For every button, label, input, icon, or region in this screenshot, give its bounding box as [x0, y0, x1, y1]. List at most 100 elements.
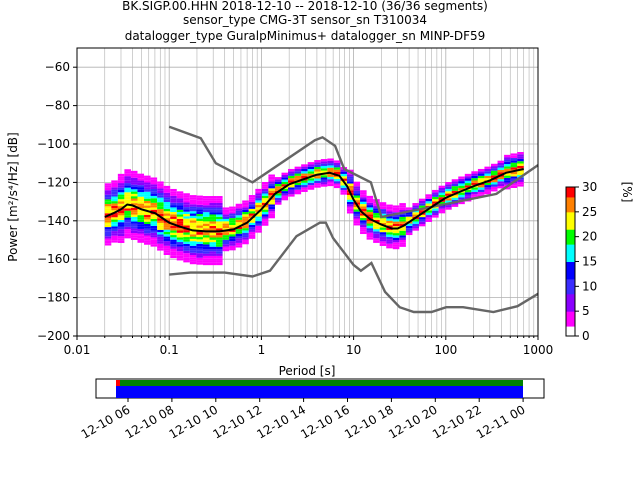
- density-cell: [399, 214, 406, 217]
- density-cell: [189, 218, 197, 221]
- density-cell: [301, 180, 308, 183]
- density-cell: [144, 217, 151, 220]
- density-cell: [163, 195, 171, 198]
- density-cell: [196, 253, 203, 256]
- density-cell: [202, 225, 210, 229]
- density-cell: [229, 241, 236, 244]
- density-cell: [346, 201, 354, 205]
- density-cell: [451, 186, 459, 189]
- density-cell: [432, 199, 439, 202]
- density-cell: [144, 196, 151, 199]
- density-cell: [333, 176, 341, 179]
- density-cell: [242, 200, 249, 203]
- x-tick-label: 0.1: [160, 343, 179, 357]
- density-cell: [294, 173, 302, 176]
- density-cell: [196, 239, 203, 242]
- density-cell: [268, 181, 275, 184]
- density-cell: [209, 212, 217, 215]
- density-cell: [229, 248, 236, 251]
- density-cell: [327, 158, 334, 161]
- density-cell: [255, 225, 262, 229]
- density-cell: [144, 189, 151, 192]
- density-cell: [373, 210, 380, 213]
- density-cell: [202, 216, 210, 220]
- density-cell: [366, 232, 374, 236]
- density-cell: [497, 183, 505, 187]
- density-cell: [353, 195, 361, 198]
- density-cell: [490, 182, 498, 185]
- density-cell: [261, 211, 269, 215]
- density-cell: [517, 179, 524, 182]
- density-cell: [490, 166, 498, 169]
- density-cell: [451, 181, 459, 184]
- density-cell: [117, 203, 125, 207]
- density-cell: [150, 237, 158, 240]
- density-cell: [111, 208, 118, 211]
- density-cell: [517, 172, 524, 176]
- density-cell: [163, 236, 171, 239]
- density-cell: [497, 160, 505, 163]
- density-cell: [386, 225, 393, 228]
- density-cell: [209, 207, 217, 210]
- density-cell: [157, 225, 164, 228]
- density-cell: [216, 244, 223, 247]
- density-cell: [202, 198, 210, 201]
- colorbar-segment: [566, 201, 575, 205]
- density-cell: [183, 197, 190, 201]
- density-cell: [405, 214, 413, 217]
- density-cell: [157, 209, 164, 212]
- density-cell: [163, 241, 171, 244]
- colorbar-segment: [566, 266, 575, 270]
- density-cell: [216, 262, 223, 266]
- density-cell: [104, 224, 112, 228]
- density-cell: [255, 207, 262, 210]
- density-cell: [255, 216, 262, 219]
- density-cell: [163, 202, 171, 205]
- density-cell: [157, 243, 164, 246]
- density-cell: [484, 173, 491, 176]
- density-cell: [170, 188, 177, 192]
- density-cell: [294, 171, 302, 174]
- density-cell: [386, 232, 393, 235]
- coverage-tick-label: 12-10 14: [254, 402, 308, 441]
- density-cell: [261, 207, 269, 210]
- density-cell: [163, 227, 171, 230]
- density-cell: [373, 233, 380, 236]
- y-axis-label: Power [m²/s⁴/Hz] [dB]: [6, 132, 20, 261]
- density-cell: [255, 195, 262, 199]
- density-cell: [189, 234, 197, 237]
- density-cell: [274, 193, 282, 196]
- density-cell: [242, 216, 249, 219]
- colorbar-segment: [566, 204, 575, 208]
- colorbar-segment: [566, 209, 575, 213]
- density-cell: [189, 195, 197, 198]
- density-cell: [360, 206, 367, 209]
- density-cell: [183, 213, 190, 217]
- density-cell: [137, 189, 145, 193]
- density-cell: [183, 241, 190, 244]
- y-tick-label: −160: [37, 252, 70, 266]
- density-cell: [150, 179, 158, 183]
- density-cell: [124, 208, 131, 211]
- density-cell: [418, 214, 426, 218]
- density-cell: [170, 191, 177, 194]
- density-cell: [366, 211, 374, 215]
- density-cell: [274, 195, 282, 198]
- density-cell: [314, 185, 321, 188]
- density-cell: [144, 219, 151, 222]
- density-cell: [144, 205, 151, 208]
- density-cell: [307, 166, 315, 170]
- density-cell: [255, 188, 262, 192]
- density-cell: [255, 202, 262, 206]
- plot-frame: [76, 47, 539, 337]
- density-cell: [104, 240, 112, 244]
- density-cell: [464, 183, 472, 186]
- density-cell: [163, 248, 171, 251]
- density-cell: [379, 202, 387, 205]
- density-cell: [353, 186, 361, 189]
- colorbar-segment: [566, 244, 575, 248]
- density-cell: [399, 242, 406, 245]
- density-cell: [170, 209, 177, 213]
- density-cell: [346, 206, 354, 209]
- density-cell: [111, 205, 118, 209]
